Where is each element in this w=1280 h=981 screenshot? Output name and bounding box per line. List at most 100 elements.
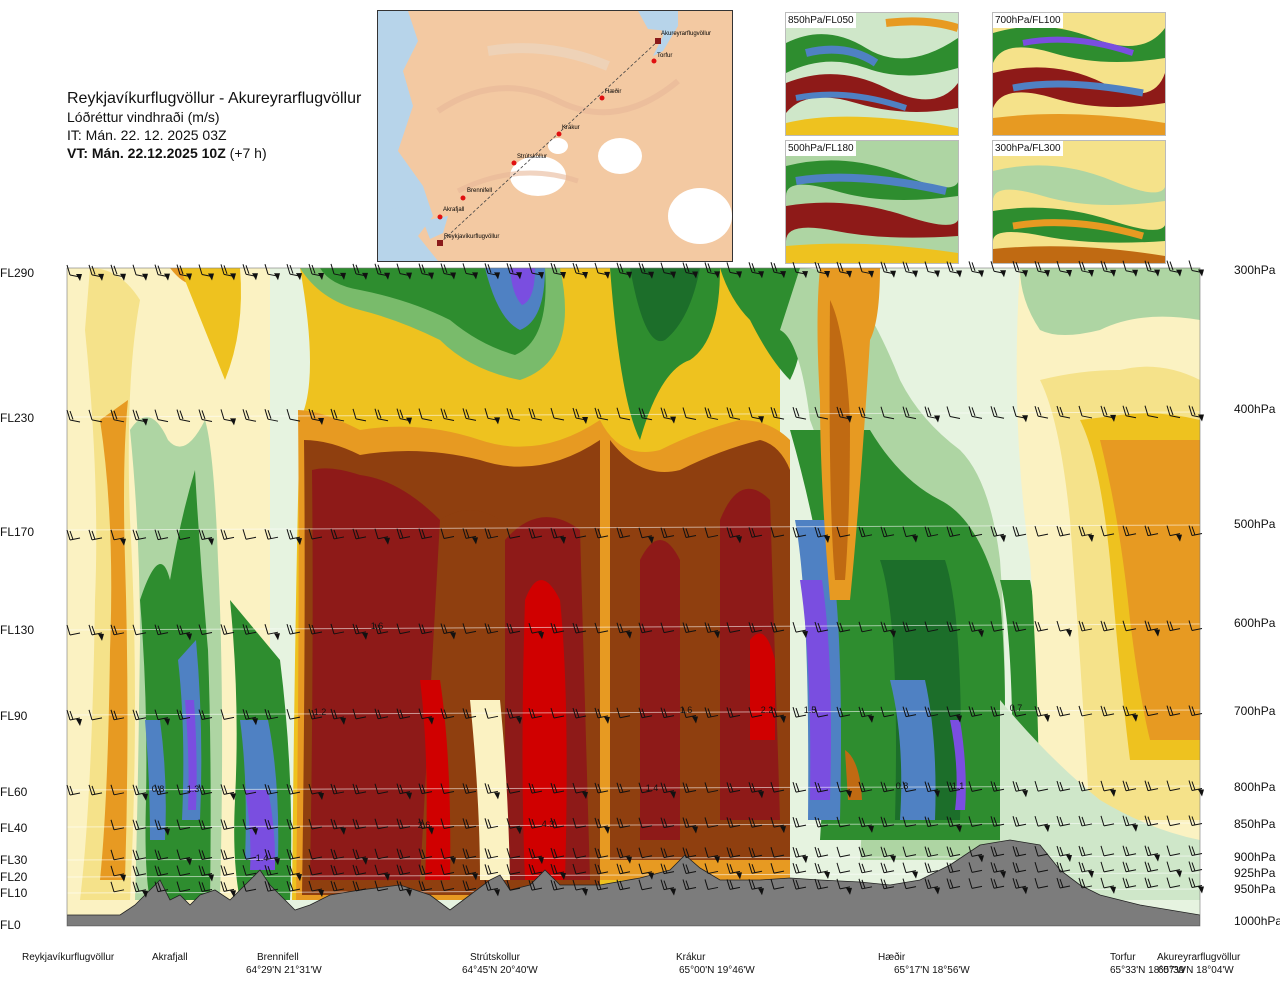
- wind-barb: [374, 848, 389, 860]
- thumbnail-300hpa[interactable]: 300hPa/FL300: [992, 140, 1166, 264]
- right-axis-label-10: 1000hPa: [1234, 914, 1280, 928]
- wind-barb: [924, 862, 939, 874]
- wind-barb: [66, 784, 81, 796]
- wind-barb: [330, 708, 346, 725]
- location-name-5: Hæðir: [878, 951, 906, 963]
- wind-barb: [352, 818, 367, 830]
- wind-barb: [242, 709, 258, 726]
- wind-barb: [616, 407, 631, 421]
- wind-barb: [198, 849, 213, 860]
- location-coord-2: 64°29'N 21°31'W: [246, 965, 322, 976]
- wind-barb: [594, 622, 609, 634]
- wind-barb: [528, 782, 543, 794]
- wind-barb: [440, 783, 455, 794]
- wind-barb: [462, 880, 477, 891]
- wind-barb: [88, 709, 103, 721]
- value-label-11: 0.8: [896, 781, 909, 791]
- wind-barb: [638, 847, 653, 859]
- wind-barb: [572, 622, 587, 634]
- wind-barb: [352, 880, 367, 892]
- wind-barb: [154, 624, 169, 636]
- wind-barb: [1188, 525, 1203, 536]
- wind-barb: [836, 261, 852, 278]
- wind-barb: [352, 263, 368, 280]
- wind-barb: [704, 847, 720, 864]
- wind-barb: [506, 263, 522, 280]
- wind-barb: [858, 526, 873, 538]
- location-name-3: Strútskollur: [470, 952, 521, 963]
- wind-barb: [1056, 815, 1071, 827]
- right-axis-label-1: 400hPa: [1234, 402, 1276, 416]
- wind-barb: [792, 816, 807, 828]
- wind-barb: [1166, 525, 1182, 542]
- wind-barb: [396, 818, 411, 830]
- thumbnail-500hpa[interactable]: 500hPa/FL180: [785, 140, 959, 264]
- wind-barb: [1122, 861, 1137, 873]
- wind-barb: [220, 819, 235, 830]
- left-axis-label-3: FL130: [0, 623, 34, 637]
- thumbnail-700hpa-label: 700hPa/FL100: [993, 13, 1063, 28]
- wind-barb: [594, 262, 610, 279]
- wind-barb: [440, 263, 456, 280]
- wind-barb: [660, 262, 676, 279]
- wind-barb: [286, 408, 301, 422]
- wind-barb: [1166, 815, 1181, 827]
- wind-barb: [440, 880, 455, 891]
- wind-barb: [1144, 815, 1159, 827]
- wind-barb: [616, 863, 631, 875]
- wind-barb: [616, 847, 632, 864]
- thumbnail-500hpa-label: 500hPa/FL180: [786, 141, 856, 156]
- left-axis-label-9: FL10: [0, 886, 28, 900]
- value-label-9: 2.2: [761, 705, 774, 715]
- value-label-5: 2.6: [418, 820, 431, 830]
- wind-barb: [462, 263, 478, 280]
- wind-barb: [308, 623, 323, 635]
- wind-barb: [792, 878, 807, 890]
- wind-barb: [264, 784, 279, 795]
- wind-barb: [1122, 525, 1137, 537]
- wind-barb: [1166, 861, 1182, 878]
- wind-barb: [462, 864, 478, 881]
- wind-barb: [550, 262, 566, 280]
- wind-barb: [1166, 405, 1181, 419]
- wind-barb: [1188, 705, 1203, 716]
- thumbnail-850hpa[interactable]: 850hPa/FL050: [785, 12, 959, 136]
- wind-barb: [1122, 405, 1137, 419]
- wind-barb: [902, 261, 918, 278]
- wind-barb: [176, 264, 192, 281]
- wind-barb: [550, 622, 565, 634]
- value-label-13: 0.7: [1010, 703, 1023, 713]
- right-axis-label-8: 925hPa: [1234, 866, 1276, 880]
- thumbnail-700hpa[interactable]: 700hPa/FL100: [992, 12, 1166, 136]
- wind-barb: [616, 622, 632, 639]
- wind-barb: [506, 708, 522, 725]
- wind-barbs: [66, 260, 1204, 898]
- wind-barb: [572, 262, 588, 279]
- location-coord-6: 65°33'N 18°07'W: [1110, 965, 1186, 976]
- wind-barb: [880, 706, 895, 718]
- wind-barb: [286, 528, 302, 546]
- left-axis-label-8: FL20: [0, 870, 28, 884]
- wind-barb: [220, 529, 235, 540]
- wind-barb: [836, 816, 851, 828]
- wind-barb: [528, 527, 543, 539]
- wind-barb: [572, 879, 588, 896]
- wind-barb: [1166, 705, 1181, 717]
- wind-barb: [572, 707, 587, 719]
- right-axis-label-2: 500hPa: [1234, 517, 1276, 531]
- wind-barb: [902, 862, 918, 879]
- wind-barb: [1012, 406, 1028, 423]
- wind-barb: [330, 783, 345, 795]
- wind-barb: [924, 261, 940, 278]
- wind-barb: [132, 409, 148, 426]
- wind-barb: [946, 526, 961, 537]
- wind-barb: [1034, 877, 1049, 889]
- map-marker-krakur: [556, 131, 562, 137]
- wind-barb: [440, 818, 455, 829]
- wind-barb: [1100, 780, 1116, 797]
- wind-barb: [946, 878, 961, 889]
- wind-barb: [814, 621, 829, 633]
- wind-barb: [1034, 525, 1049, 537]
- wind-barb: [418, 528, 433, 540]
- wind-barb: [1188, 260, 1204, 277]
